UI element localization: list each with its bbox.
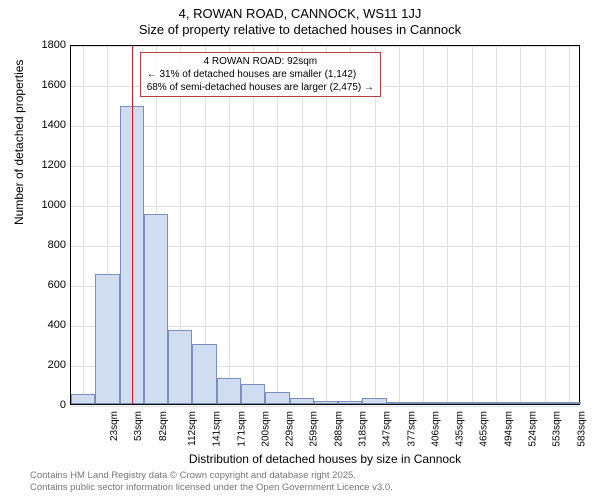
xtick-label: 229sqm bbox=[285, 411, 296, 447]
grid-line-v bbox=[277, 46, 278, 404]
xtick-label: 465sqm bbox=[479, 411, 490, 447]
histogram-bar bbox=[168, 330, 192, 404]
histogram-bar bbox=[144, 214, 168, 404]
xtick-label: 288sqm bbox=[333, 411, 344, 447]
grid-line-h bbox=[71, 126, 579, 127]
histogram-bar bbox=[338, 401, 362, 404]
xtick-label: 171sqm bbox=[236, 411, 247, 447]
footer-attribution: Contains HM Land Registry data © Crown c… bbox=[30, 470, 393, 494]
grid-line-v bbox=[569, 46, 570, 404]
xtick-label: 82sqm bbox=[158, 411, 169, 441]
ytick-label: 400 bbox=[48, 319, 66, 331]
grid-line-v bbox=[375, 46, 376, 404]
histogram-bar bbox=[557, 402, 581, 404]
xtick-label: 377sqm bbox=[406, 411, 417, 447]
annotation-line-1: 4 ROWAN ROAD: 92sqm bbox=[147, 55, 374, 68]
ytick-label: 1800 bbox=[42, 39, 66, 51]
histogram-bar bbox=[314, 401, 338, 404]
ytick-label: 0 bbox=[60, 399, 66, 411]
histogram-bar bbox=[411, 402, 435, 404]
grid-line-h bbox=[71, 406, 579, 407]
histogram-bar bbox=[362, 398, 386, 404]
histogram-bar bbox=[532, 402, 556, 404]
ytick-label: 1000 bbox=[42, 199, 66, 211]
ytick-label: 1600 bbox=[42, 79, 66, 91]
grid-line-v bbox=[399, 46, 400, 404]
grid-line-v bbox=[326, 46, 327, 404]
annotation-line-3: 68% of semi-detached houses are larger (… bbox=[147, 81, 374, 94]
xtick-label: 53sqm bbox=[133, 411, 144, 441]
ytick-label: 800 bbox=[48, 239, 66, 251]
annotation-box: 4 ROWAN ROAD: 92sqm← 31% of detached hou… bbox=[140, 52, 381, 97]
histogram-bar bbox=[460, 402, 484, 404]
xtick-label: 141sqm bbox=[212, 411, 223, 447]
grid-line-v bbox=[520, 46, 521, 404]
histogram-bar bbox=[508, 402, 532, 404]
ytick-label: 600 bbox=[48, 279, 66, 291]
xtick-label: 259sqm bbox=[309, 411, 320, 447]
histogram-bar bbox=[265, 392, 289, 404]
grid-line-v bbox=[545, 46, 546, 404]
xtick-label: 553sqm bbox=[552, 411, 563, 447]
xtick-label: 200sqm bbox=[260, 411, 271, 447]
histogram-bar bbox=[95, 274, 119, 404]
footer-line-1: Contains HM Land Registry data © Crown c… bbox=[30, 470, 393, 482]
ytick-label: 1200 bbox=[42, 159, 66, 171]
histogram-bar bbox=[435, 402, 459, 404]
annotation-line-2: ← 31% of detached houses are smaller (1,… bbox=[147, 68, 374, 81]
histogram-bar bbox=[217, 378, 241, 404]
histogram-bar bbox=[192, 344, 216, 404]
grid-line-v bbox=[496, 46, 497, 404]
xtick-label: 112sqm bbox=[187, 411, 198, 446]
grid-line-v bbox=[83, 46, 84, 404]
grid-line-v bbox=[229, 46, 230, 404]
xtick-label: 318sqm bbox=[358, 411, 369, 447]
grid-line-v bbox=[253, 46, 254, 404]
ytick-label: 200 bbox=[48, 359, 66, 371]
chart-title-main: 4, ROWAN ROAD, CANNOCK, WS11 1JJ bbox=[0, 6, 600, 21]
grid-line-v bbox=[423, 46, 424, 404]
grid-line-v bbox=[447, 46, 448, 404]
histogram-bar bbox=[71, 394, 95, 404]
histogram-bar bbox=[387, 402, 411, 404]
y-axis-label: Number of detached properties bbox=[12, 60, 26, 225]
xtick-label: 435sqm bbox=[455, 411, 466, 447]
x-axis-label: Distribution of detached houses by size … bbox=[70, 452, 580, 466]
xtick-label: 23sqm bbox=[109, 411, 120, 441]
grid-line-h bbox=[71, 206, 579, 207]
grid-line-v bbox=[472, 46, 473, 404]
histogram-bar bbox=[484, 402, 508, 404]
grid-line-v bbox=[350, 46, 351, 404]
xtick-label: 583sqm bbox=[576, 411, 587, 447]
grid-line-h bbox=[71, 46, 579, 47]
chart-title-sub: Size of property relative to detached ho… bbox=[0, 22, 600, 37]
xtick-label: 406sqm bbox=[430, 411, 441, 447]
plot-area: 4 ROWAN ROAD: 92sqm← 31% of detached hou… bbox=[70, 45, 580, 405]
grid-line-v bbox=[302, 46, 303, 404]
xtick-label: 524sqm bbox=[528, 411, 539, 447]
property-marker-line bbox=[132, 46, 133, 404]
grid-line-h bbox=[71, 166, 579, 167]
histogram-bar bbox=[290, 398, 314, 404]
footer-line-2: Contains public sector information licen… bbox=[30, 482, 393, 494]
xtick-label: 347sqm bbox=[382, 411, 393, 447]
histogram-bar bbox=[241, 384, 265, 404]
ytick-label: 1400 bbox=[42, 119, 66, 131]
xtick-label: 494sqm bbox=[503, 411, 514, 447]
